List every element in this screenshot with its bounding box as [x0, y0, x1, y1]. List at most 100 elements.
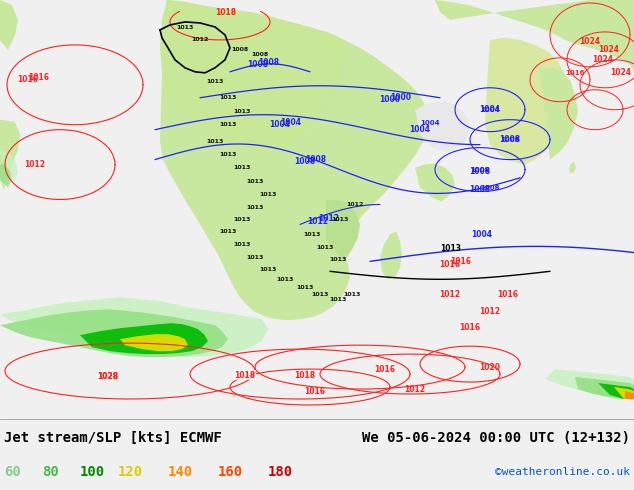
Text: 1018: 1018	[294, 370, 316, 380]
Text: 1013: 1013	[176, 25, 194, 30]
Text: 1004: 1004	[280, 118, 301, 127]
Text: 1012: 1012	[307, 217, 328, 226]
Text: 1008: 1008	[258, 58, 279, 67]
Text: 1024: 1024	[610, 68, 631, 77]
Text: 1016: 1016	[18, 75, 39, 84]
Polygon shape	[80, 323, 208, 354]
Polygon shape	[0, 297, 268, 357]
Polygon shape	[540, 68, 578, 160]
Text: 1004: 1004	[472, 230, 493, 239]
Polygon shape	[598, 383, 634, 399]
Text: 1016: 1016	[375, 365, 396, 373]
Text: 1008: 1008	[469, 185, 491, 194]
Text: 1013: 1013	[259, 192, 276, 197]
Polygon shape	[0, 149, 18, 181]
Text: 1000: 1000	[380, 95, 401, 104]
Text: 1004: 1004	[480, 107, 500, 113]
Text: 1016: 1016	[28, 73, 49, 82]
Text: 1018: 1018	[215, 8, 236, 17]
Text: 1013: 1013	[219, 95, 236, 100]
Text: 1013: 1013	[206, 139, 224, 144]
Text: 1012: 1012	[346, 202, 364, 207]
Text: 1016: 1016	[565, 70, 585, 76]
Polygon shape	[0, 165, 12, 188]
Text: 1012: 1012	[191, 37, 209, 43]
Polygon shape	[625, 391, 634, 399]
Text: 1013: 1013	[296, 285, 314, 290]
Text: 1012: 1012	[318, 215, 339, 223]
Text: 1024: 1024	[593, 55, 614, 64]
Text: 1028: 1028	[98, 371, 119, 381]
Text: 1013: 1013	[247, 255, 264, 260]
Text: 1008: 1008	[251, 52, 269, 57]
Text: 180: 180	[268, 465, 293, 479]
Text: 1013: 1013	[233, 217, 250, 222]
Polygon shape	[326, 199, 360, 261]
Text: 100: 100	[80, 465, 105, 479]
Text: 1013: 1013	[247, 179, 264, 184]
Text: 1013: 1013	[311, 292, 328, 297]
Text: 1024: 1024	[598, 45, 619, 54]
Text: 1012: 1012	[479, 307, 500, 316]
Polygon shape	[545, 369, 634, 399]
Text: 80: 80	[42, 465, 59, 479]
Text: 1013: 1013	[219, 152, 236, 157]
Text: 1013: 1013	[329, 257, 347, 262]
Text: 1008: 1008	[305, 155, 326, 164]
Text: 1004: 1004	[479, 105, 500, 114]
Text: 1013: 1013	[440, 245, 461, 253]
Polygon shape	[575, 377, 634, 399]
Text: 1013: 1013	[206, 79, 224, 84]
Text: 1016: 1016	[460, 323, 481, 332]
Text: 1016: 1016	[498, 290, 519, 299]
Text: 1013: 1013	[233, 165, 250, 170]
Polygon shape	[614, 387, 634, 399]
Text: 1012: 1012	[404, 385, 425, 393]
Text: 120: 120	[118, 465, 143, 479]
Polygon shape	[160, 0, 344, 155]
Text: 1013: 1013	[233, 109, 250, 114]
Text: 140: 140	[168, 465, 193, 479]
Text: 1013: 1013	[247, 205, 264, 210]
Text: 1000: 1000	[390, 93, 411, 102]
Text: Jet stream/SLP [kts] ECMWF: Jet stream/SLP [kts] ECMWF	[4, 431, 222, 445]
Text: 1013: 1013	[316, 245, 333, 250]
Text: 1008: 1008	[500, 137, 520, 143]
Text: 1016: 1016	[304, 387, 325, 395]
Polygon shape	[415, 102, 470, 151]
Text: 1016: 1016	[450, 257, 471, 267]
Text: 1013: 1013	[344, 292, 361, 297]
Text: 1013: 1013	[332, 217, 349, 222]
Polygon shape	[435, 0, 634, 72]
Text: 1013: 1013	[276, 277, 294, 282]
Text: ©weatheronline.co.uk: ©weatheronline.co.uk	[495, 467, 630, 477]
Polygon shape	[569, 162, 576, 173]
Text: 1016: 1016	[439, 260, 460, 269]
Text: 1013: 1013	[233, 242, 250, 247]
Polygon shape	[0, 120, 20, 190]
Text: 1008: 1008	[500, 135, 521, 144]
Text: 1013: 1013	[329, 297, 347, 302]
Text: 1013: 1013	[219, 229, 236, 234]
Text: 1013: 1013	[219, 122, 236, 127]
Text: 1004: 1004	[269, 120, 290, 129]
Text: 1008: 1008	[470, 167, 489, 172]
Text: 1008: 1008	[247, 60, 269, 70]
Text: 1008: 1008	[480, 185, 500, 191]
Polygon shape	[380, 231, 402, 279]
Text: 1012: 1012	[25, 160, 46, 169]
Text: 1012: 1012	[439, 290, 460, 299]
Text: 1004: 1004	[420, 120, 439, 126]
Polygon shape	[485, 38, 572, 165]
Text: 1004: 1004	[410, 125, 430, 134]
Text: 1024: 1024	[579, 37, 600, 47]
Text: 1008: 1008	[469, 167, 491, 176]
Text: 160: 160	[218, 465, 243, 479]
Polygon shape	[120, 334, 188, 351]
Polygon shape	[0, 309, 228, 357]
Text: 1018: 1018	[235, 370, 256, 380]
Text: 1008: 1008	[231, 48, 249, 52]
Text: 1013: 1013	[259, 267, 276, 272]
Text: 1008: 1008	[294, 157, 316, 166]
Polygon shape	[0, 0, 18, 50]
